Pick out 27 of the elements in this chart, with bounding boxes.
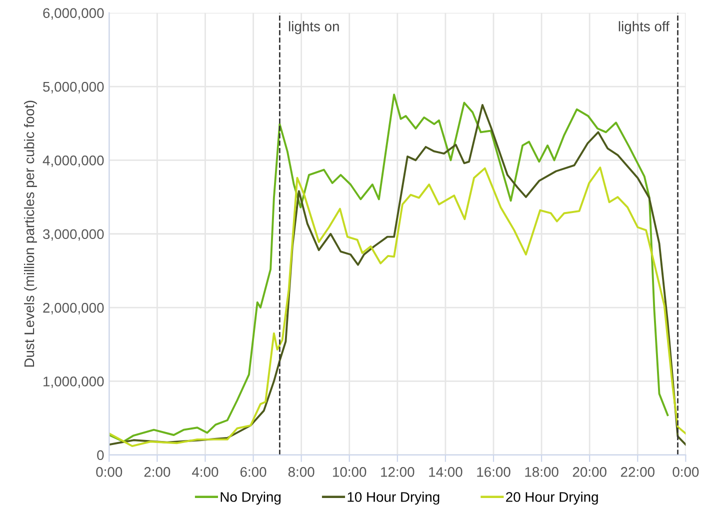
y-axis-title: Dust Levels (million particles per cubic foot) — [24, 100, 37, 367]
ref-line-label: lights off — [618, 21, 670, 34]
x-tick-label: 0:00 — [96, 467, 122, 477]
x-tick-label: 0:00 — [672, 467, 699, 477]
legend-label: 10 Hour Drying — [348, 492, 440, 505]
line-series — [109, 166, 686, 448]
y-tick-label: 3,000,000 — [43, 229, 104, 241]
x-tick-label: 12:00 — [381, 467, 414, 477]
ref-line-label: lights on — [288, 21, 339, 34]
y-tick-label: 5,000,000 — [43, 82, 104, 94]
x-tick-label: 18:00 — [525, 467, 558, 477]
legend-label: No Drying — [220, 492, 281, 505]
y-tick-label: 0 — [97, 450, 104, 460]
x-tick-label: 2:00 — [144, 467, 170, 477]
x-tick-label: 4:00 — [192, 467, 218, 477]
x-tick-label: 10:00 — [333, 467, 366, 477]
x-tick-label: 16:00 — [477, 467, 510, 477]
x-tick-label: 20:00 — [572, 467, 606, 477]
y-tick-label: 6,000,000 — [43, 8, 104, 20]
x-tick-label: 14:00 — [429, 467, 462, 477]
y-tick-label: 1,000,000 — [44, 376, 104, 388]
x-tick-label: 8:00 — [288, 467, 314, 477]
x-tick-label: 6:00 — [240, 467, 266, 477]
x-tick-label: 22:00 — [620, 467, 654, 477]
y-tick-label: 2,000,000 — [43, 302, 104, 314]
y-tick-label: 4,000,000 — [42, 156, 104, 168]
legend-label: 20 Hour Drying — [506, 492, 598, 505]
